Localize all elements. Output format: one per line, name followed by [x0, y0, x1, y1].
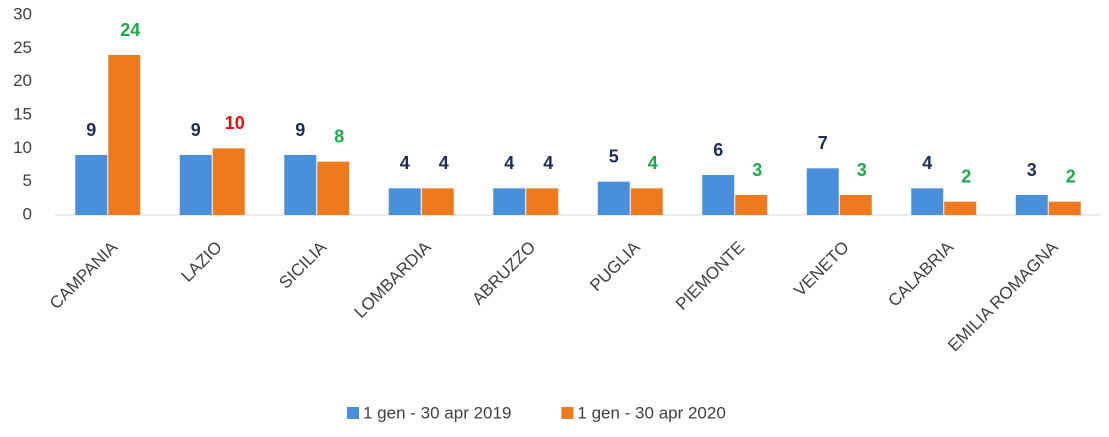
bar	[735, 195, 768, 215]
x-tick-label: EMILIA ROMAGNA	[944, 237, 1062, 355]
data-label: 10	[225, 113, 245, 133]
data-label: 3	[857, 160, 867, 180]
x-tick-label: CALABRIA	[884, 237, 957, 310]
x-tick-label: CAMPANIA	[46, 237, 122, 313]
y-tick-label: 20	[13, 71, 32, 90]
bar	[284, 155, 317, 215]
legend-label: 1 gen - 30 apr 2020	[577, 403, 725, 422]
x-tick-label: LAZIO	[178, 238, 226, 286]
legend-swatch	[561, 407, 574, 419]
data-label: 4	[504, 153, 514, 173]
bar	[75, 155, 108, 215]
y-tick-label: 15	[13, 104, 32, 123]
bar	[317, 161, 350, 215]
data-label: 9	[86, 120, 96, 140]
y-tick-label: 0	[23, 204, 32, 223]
x-tick-label: ABRUZZO	[468, 238, 539, 309]
data-label: 4	[439, 153, 449, 173]
data-label: 4	[400, 153, 410, 173]
bar	[944, 201, 977, 215]
legend-swatch	[347, 407, 359, 419]
data-label: 6	[713, 140, 723, 160]
x-tick-label: PIEMONTE	[672, 238, 748, 314]
data-label: 2	[1066, 166, 1076, 186]
bar	[108, 55, 141, 215]
legend-label: 1 gen - 30 apr 2019	[363, 403, 511, 422]
bar	[630, 188, 663, 215]
bar	[212, 148, 245, 215]
bar	[597, 181, 630, 215]
bar	[421, 188, 454, 215]
data-label: 2	[961, 166, 971, 186]
bar	[179, 155, 212, 215]
x-tick-label: PUGLIA	[586, 237, 644, 295]
bar	[526, 188, 559, 215]
bar	[911, 188, 944, 215]
data-label: 5	[609, 146, 619, 166]
bar	[839, 195, 872, 215]
bar	[493, 188, 526, 215]
data-label: 3	[1027, 160, 1037, 180]
x-tick-label: VENETO	[790, 238, 853, 301]
data-label: 3	[752, 160, 762, 180]
bar	[1048, 201, 1081, 215]
bar	[702, 175, 735, 215]
data-label: 8	[334, 126, 344, 146]
y-tick-label: 25	[13, 38, 32, 57]
data-label: 4	[922, 153, 932, 173]
data-label: 24	[120, 20, 140, 40]
x-tick-label: LOMBARDIA	[351, 237, 436, 322]
data-label: 4	[648, 153, 658, 173]
y-tick-label: 10	[13, 138, 32, 157]
bar	[388, 188, 421, 215]
bar	[1015, 195, 1048, 215]
y-tick-label: 30	[13, 4, 32, 23]
y-tick-label: 5	[23, 171, 32, 190]
data-label: 4	[543, 153, 553, 173]
x-tick-label: SICILIA	[275, 237, 330, 292]
data-label: 7	[818, 133, 828, 153]
data-label: 9	[191, 120, 201, 140]
data-label: 9	[295, 120, 305, 140]
bar	[806, 168, 839, 215]
